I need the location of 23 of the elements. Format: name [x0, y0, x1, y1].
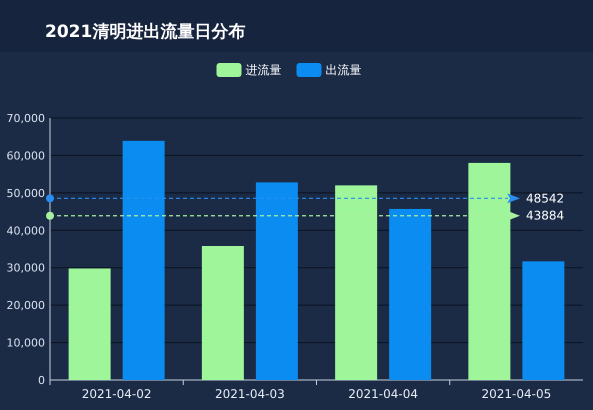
x-tick-label: 2021-04-04 [348, 387, 418, 401]
legend-label: 出流量 [326, 63, 362, 77]
bar [389, 208, 432, 380]
y-tick-label: 70,000 [6, 112, 45, 125]
y-tick-label: 20,000 [6, 299, 45, 312]
chart-title: 2021清明进出流量日分布 [45, 22, 246, 42]
bar [256, 182, 298, 380]
bar [122, 140, 165, 380]
legend-label: 进流量 [246, 63, 282, 77]
ref-line-label: 43884 [526, 208, 564, 223]
y-tick-label: 10,000 [6, 336, 45, 350]
bar [202, 246, 244, 380]
y-tick-label: 30,000 [6, 262, 45, 275]
bar [522, 261, 564, 380]
bar [68, 268, 111, 380]
y-tick-label: 60,000 [6, 149, 45, 162]
y-tick-label: 50,000 [6, 186, 45, 200]
x-tick-label: 2021-04-02 [82, 387, 152, 401]
y-tick-label: 40,000 [6, 224, 45, 238]
x-tick-label: 2021-04-03 [215, 387, 285, 401]
ref-line-label: 48542 [526, 191, 564, 206]
y-tick-label: 0 [38, 374, 45, 387]
x-tick-label: 2021-04-05 [482, 387, 552, 401]
